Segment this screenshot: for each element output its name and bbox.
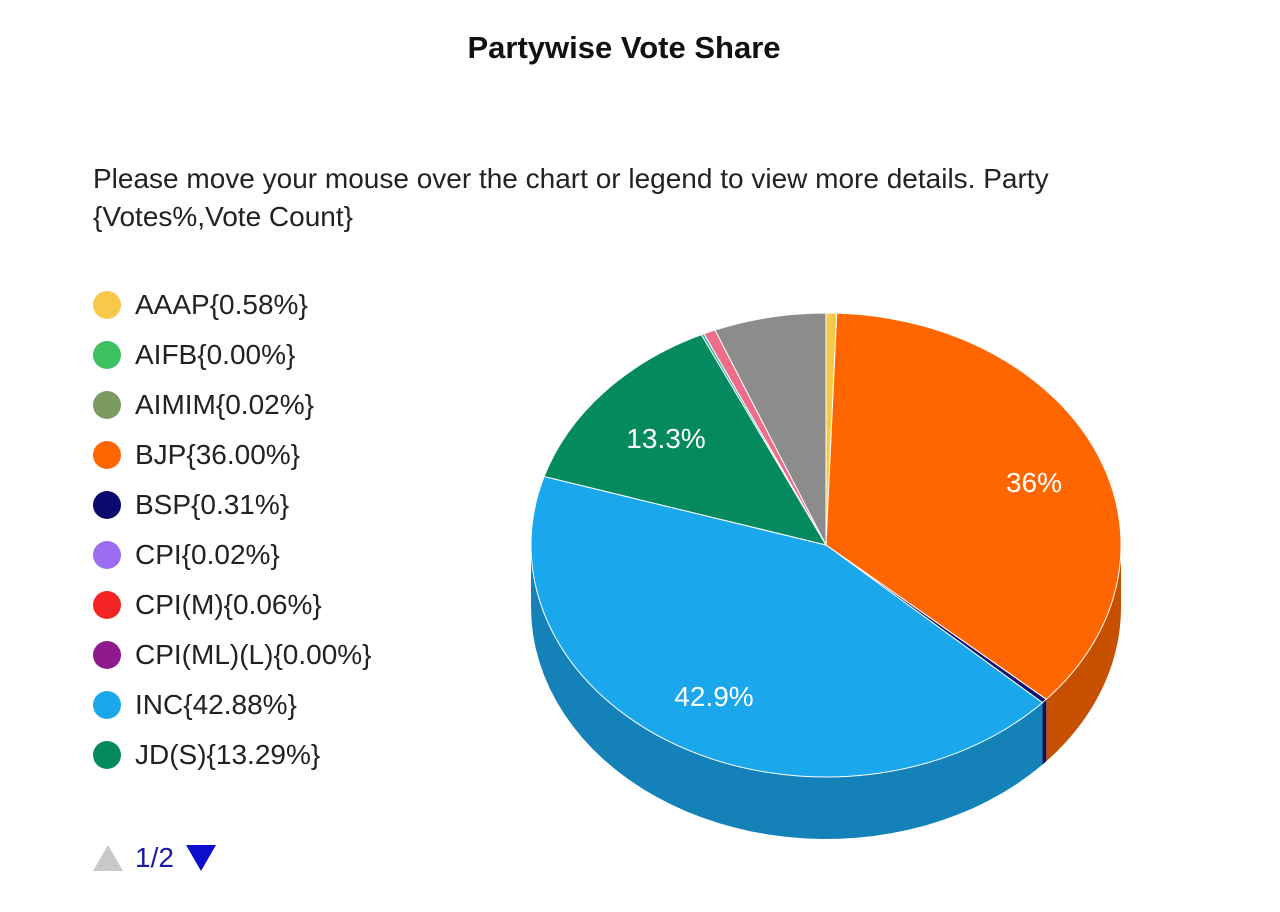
legend-swatch — [93, 491, 121, 519]
legend-pager: 1/2 — [93, 838, 216, 878]
chart-title: Partywise Vote Share — [467, 30, 781, 65]
legend-item[interactable]: BSP{0.31%} — [93, 480, 513, 530]
legend-label: CPI(ML)(L){0.00%} — [135, 639, 372, 670]
legend-item[interactable]: CPI(ML)(L){0.00%} — [93, 630, 513, 680]
legend-label: JD(S){13.29%} — [135, 739, 321, 770]
legend-swatch — [93, 291, 121, 319]
legend-label: BJP{36.00%} — [135, 439, 301, 470]
legend-item[interactable]: CPI(M){0.06%} — [93, 580, 513, 630]
legend-swatch — [93, 741, 121, 769]
legend-label: CPI(M){0.06%} — [135, 589, 322, 620]
legend-swatch — [93, 541, 121, 569]
legend-swatch — [93, 441, 121, 469]
legend: AAAP{0.58%} AIFB{0.00%} AIMIM{0.02%} BJP{36… — [93, 280, 513, 780]
triangle-up-icon[interactable] — [93, 845, 123, 871]
pager-text: 1/2 — [135, 842, 174, 873]
legend-label: AIFB{0.00%} — [135, 339, 296, 370]
slice-label-jd-s-: 13.3% — [626, 423, 705, 454]
legend-swatch — [93, 341, 121, 369]
slice-label-inc: 42.9% — [674, 681, 753, 712]
legend-swatch — [93, 641, 121, 669]
slice-label-bjp: 36% — [1006, 467, 1062, 498]
legend-label: AIMIM{0.02%} — [135, 389, 314, 420]
pie-slice-inc[interactable] — [530, 475, 1044, 778]
legend-swatch — [93, 691, 121, 719]
pie-slices[interactable] — [530, 312, 1122, 778]
legend-item[interactable]: AAAP{0.58%} — [93, 280, 513, 330]
legend-label: INC{42.88%} — [135, 689, 297, 720]
pie-side-inc — [531, 545, 1043, 839]
legend-item[interactable]: INC{42.88%} — [93, 680, 513, 730]
legend-label: CPI{0.02%} — [135, 539, 280, 570]
legend-label: AAAP{0.58%} — [135, 289, 308, 320]
chart-subtitle: Please move your mouse over the chart or… — [93, 163, 1049, 232]
pie-side-bsp — [1042, 699, 1047, 765]
legend-swatch — [93, 391, 121, 419]
legend-label: BSP{0.31%} — [135, 489, 290, 520]
legend-item[interactable]: AIFB{0.00%} — [93, 330, 513, 380]
pie-slice-bjp[interactable] — [825, 312, 1122, 700]
legend-item[interactable]: AIMIM{0.02%} — [93, 380, 513, 430]
legend-item[interactable]: CPI{0.02%} — [93, 530, 513, 580]
legend-item[interactable]: JD(S){13.29%} — [93, 730, 513, 780]
pie-slice-others[interactable] — [714, 312, 827, 546]
pie-side-bjp — [1046, 545, 1121, 762]
pie-slice-jd-s-[interactable] — [543, 334, 828, 546]
pie-side-walls — [531, 545, 1121, 839]
legend-swatch — [93, 591, 121, 619]
legend-item[interactable]: BJP{36.00%} — [93, 430, 513, 480]
triangle-down-icon[interactable] — [185, 845, 216, 871]
pie-labels: 36% 42.9% 13.3% — [626, 423, 1062, 712]
